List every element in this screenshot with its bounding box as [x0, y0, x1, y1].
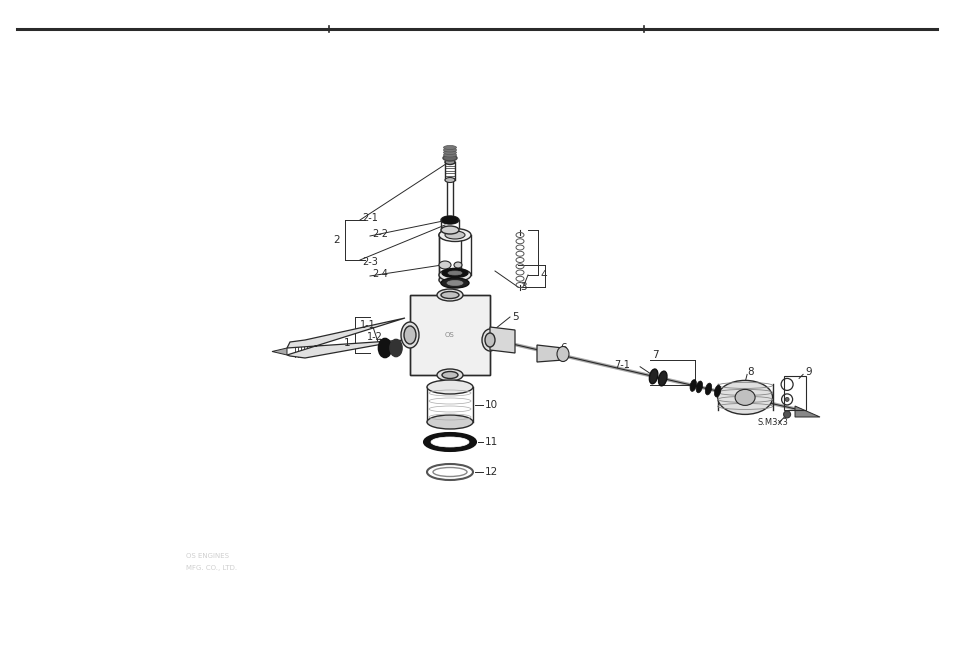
- Text: 2-1: 2-1: [361, 213, 377, 223]
- Ellipse shape: [440, 216, 458, 224]
- Text: 7-1: 7-1: [614, 360, 630, 369]
- Ellipse shape: [448, 271, 461, 275]
- Ellipse shape: [438, 269, 471, 281]
- Ellipse shape: [431, 437, 469, 447]
- Ellipse shape: [443, 151, 456, 155]
- Ellipse shape: [649, 369, 658, 384]
- Text: 10: 10: [484, 399, 497, 410]
- Text: 1-2: 1-2: [367, 332, 382, 342]
- Ellipse shape: [438, 275, 460, 285]
- Ellipse shape: [442, 155, 456, 161]
- Ellipse shape: [438, 228, 471, 241]
- Text: 2: 2: [333, 235, 339, 245]
- Text: 8: 8: [746, 367, 753, 377]
- Text: 5: 5: [512, 312, 518, 322]
- Ellipse shape: [423, 433, 476, 451]
- Text: 11: 11: [484, 437, 497, 447]
- Ellipse shape: [443, 146, 456, 149]
- Bar: [783, 377, 805, 410]
- Ellipse shape: [444, 231, 464, 239]
- Polygon shape: [410, 295, 490, 375]
- Ellipse shape: [782, 411, 790, 418]
- Ellipse shape: [704, 383, 711, 395]
- Text: 1-1: 1-1: [359, 320, 375, 330]
- Ellipse shape: [440, 278, 469, 288]
- Text: 9: 9: [804, 367, 811, 377]
- Ellipse shape: [443, 148, 456, 152]
- Ellipse shape: [440, 226, 458, 234]
- Ellipse shape: [689, 380, 696, 391]
- Ellipse shape: [438, 261, 451, 269]
- Ellipse shape: [427, 415, 473, 429]
- Ellipse shape: [735, 389, 755, 406]
- Ellipse shape: [441, 269, 468, 278]
- Ellipse shape: [444, 177, 455, 182]
- Text: 4: 4: [539, 270, 546, 280]
- Ellipse shape: [658, 371, 666, 386]
- Text: OS ENGINES: OS ENGINES: [186, 553, 229, 560]
- Text: 6: 6: [559, 343, 566, 353]
- Polygon shape: [794, 406, 820, 417]
- Polygon shape: [287, 318, 405, 358]
- Ellipse shape: [436, 369, 462, 381]
- Ellipse shape: [784, 397, 788, 401]
- Ellipse shape: [438, 230, 460, 240]
- Text: 2-3: 2-3: [361, 257, 377, 267]
- Ellipse shape: [400, 322, 418, 348]
- Ellipse shape: [696, 381, 701, 393]
- Polygon shape: [272, 348, 287, 355]
- Ellipse shape: [436, 289, 462, 301]
- Ellipse shape: [443, 153, 456, 157]
- Ellipse shape: [403, 326, 416, 344]
- Ellipse shape: [427, 380, 473, 394]
- Polygon shape: [490, 327, 515, 353]
- Text: 2-4: 2-4: [372, 269, 388, 279]
- Text: 1: 1: [343, 338, 350, 348]
- Ellipse shape: [454, 262, 461, 268]
- Polygon shape: [537, 345, 562, 362]
- Ellipse shape: [444, 160, 455, 164]
- Ellipse shape: [441, 217, 457, 223]
- Text: 2-2: 2-2: [372, 229, 388, 239]
- Ellipse shape: [390, 340, 401, 356]
- Ellipse shape: [717, 380, 772, 414]
- Ellipse shape: [481, 329, 497, 351]
- Text: MFG. CO., LTD.: MFG. CO., LTD.: [186, 565, 237, 571]
- Ellipse shape: [557, 347, 568, 362]
- Ellipse shape: [378, 338, 391, 358]
- Ellipse shape: [440, 292, 458, 298]
- Ellipse shape: [441, 371, 457, 378]
- Text: 3: 3: [519, 282, 526, 292]
- Ellipse shape: [484, 333, 495, 347]
- Text: 12: 12: [484, 467, 497, 477]
- Ellipse shape: [714, 385, 720, 397]
- Text: 7: 7: [651, 350, 658, 360]
- Text: S.M3x3: S.M3x3: [757, 418, 787, 427]
- Text: OS: OS: [445, 332, 455, 338]
- Ellipse shape: [447, 281, 462, 285]
